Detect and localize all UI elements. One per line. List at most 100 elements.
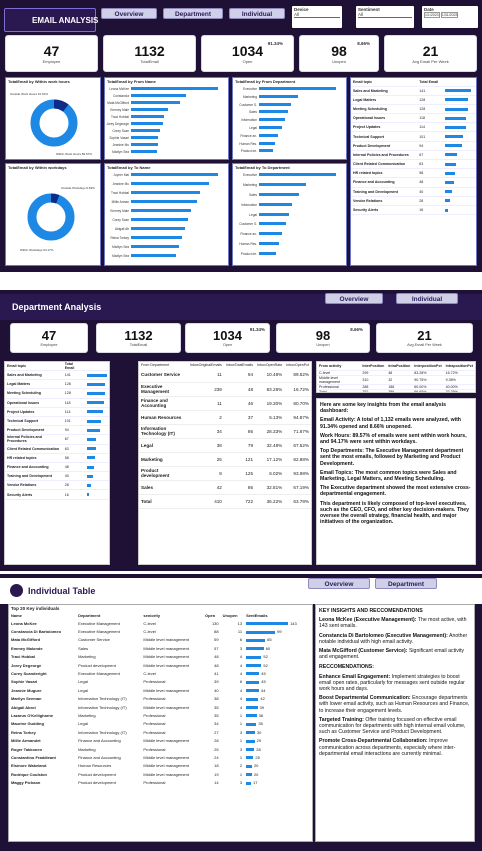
table-row[interactable]: Executive Management 239 48 83.28% 16.72%: [139, 382, 311, 397]
col-header[interactable]: [442, 78, 476, 87]
bar[interactable]: [131, 235, 182, 239]
bar[interactable]: [131, 94, 186, 98]
bar[interactable]: [131, 122, 164, 126]
table-row[interactable]: Constancia Di Bartolomeo Executive Manage…: [9, 627, 312, 635]
table-row[interactable]: Legal 38 79 32.48% 67.52%: [139, 438, 311, 453]
table-row[interactable]: Roger Takkonen Marketing Professional 25 3 28: [9, 745, 312, 753]
table-row[interactable]: Meeting Scheduling 128: [5, 388, 109, 399]
table-row[interactable]: Sophie Vasari Legal Professional 39 6 45: [9, 678, 312, 686]
nav-overview[interactable]: Overview: [308, 578, 370, 589]
table-row[interactable]: Maurine Gudding Legal Professional 34 1 35: [9, 720, 312, 728]
col-header[interactable]: Email topic: [5, 362, 63, 371]
table-row[interactable]: Emmey Malonde Sales Middle level managemen…: [9, 644, 312, 652]
bar[interactable]: [131, 136, 159, 140]
bar[interactable]: [131, 226, 185, 230]
table-row[interactable]: Marilyn Seeman Information Technology (IT…: [9, 695, 312, 703]
table-row[interactable]: Product development 8 125 6.02% 93.98%: [139, 466, 311, 481]
bar[interactable]: [259, 182, 306, 186]
date-to[interactable]: 1/31/2023: [440, 12, 459, 18]
bar[interactable]: [259, 242, 280, 246]
bar[interactable]: [259, 192, 300, 196]
bar[interactable]: [259, 202, 293, 206]
col-header[interactable]: SentEmails: [246, 613, 268, 618]
table-row[interactable]: Finance and Accounting 48: [351, 177, 476, 188]
table-row[interactable]: Customer Service 11 94 10.48% 89.52%: [139, 368, 311, 383]
bar[interactable]: [259, 94, 298, 98]
table-row[interactable]: Middle level management 310 32 90.75% 9.38%: [317, 375, 475, 385]
table-row[interactable]: Internal Policies and Procedures 67: [5, 434, 109, 445]
nav-individual[interactable]: Individual: [229, 8, 285, 19]
table-row[interactable]: Traci Hobbal Marketing Middle level manage…: [9, 653, 312, 661]
bar[interactable]: [131, 150, 157, 154]
table-row[interactable]: Technical Support 101: [351, 131, 476, 142]
bar[interactable]: [131, 87, 218, 90]
date-from[interactable]: 1/1/2023: [424, 12, 440, 18]
col-header[interactable]: Unopen: [222, 613, 238, 618]
table-row[interactable]: Elsinore Wakeland Human Resources Middle l…: [9, 762, 312, 770]
bar[interactable]: [131, 129, 161, 133]
table-row[interactable]: Jeannie Mugure Legal Middle level manageme…: [9, 686, 312, 694]
table-row[interactable]: C-level 299 48 83.28% 16.72%: [317, 370, 475, 376]
table-row[interactable]: Constantino Fraddleant Finance and Accoun…: [9, 753, 312, 761]
table-row[interactable]: Leona McKee Executive Management C-level 13…: [9, 619, 312, 627]
table-row[interactable]: Corey Scanderight Executive Management C-l…: [9, 669, 312, 677]
bar[interactable]: [131, 101, 180, 105]
col-header[interactable]: InboxOpenRate: [257, 363, 283, 367]
nav-overview[interactable]: Overview: [101, 8, 157, 19]
col-header[interactable]: From Department: [141, 363, 170, 367]
device-slicer[interactable]: Device All: [292, 6, 342, 28]
table-row[interactable]: Training and Development 40: [351, 187, 476, 197]
table-row[interactable]: Reina Torkey Information Technology (IT) P…: [9, 728, 312, 736]
bar[interactable]: [131, 115, 165, 119]
nav-overview[interactable]: Overview: [325, 293, 383, 304]
col-header[interactable]: Total Email: [417, 78, 443, 87]
table-row[interactable]: Maggy Pichaon Product development Professi…: [9, 778, 312, 786]
table-row[interactable]: Internal Policies and Procedures 67: [351, 150, 476, 161]
table-row[interactable]: Legal Matters 128: [5, 379, 109, 390]
col-header[interactable]: From activity: [317, 362, 361, 371]
table-row[interactable]: HR related topics 58: [351, 168, 476, 179]
bar[interactable]: [259, 222, 286, 226]
col-header[interactable]: InboxOriginalEmails: [189, 363, 222, 367]
nav-individual[interactable]: Individual: [396, 293, 458, 304]
bar[interactable]: [131, 108, 168, 112]
col-header[interactable]: Open: [204, 613, 216, 618]
bar[interactable]: [131, 244, 179, 248]
table-row[interactable]: Product Development 94: [5, 425, 109, 436]
bar[interactable]: [131, 208, 191, 212]
col-header[interactable]: IntraPosition: [386, 362, 413, 371]
col-header[interactable]: InterPosition: [360, 362, 387, 371]
nav-department[interactable]: Department: [163, 8, 223, 19]
table-row[interactable]: Project Updates 114: [5, 407, 109, 417]
table-row[interactable]: Information Technology (IT) 34 86 28.33% 71.…: [139, 424, 311, 439]
table-row[interactable]: Meeting Scheduling 128: [351, 104, 476, 115]
bar[interactable]: [259, 212, 290, 216]
bar[interactable]: [259, 102, 292, 106]
col-header[interactable]: [84, 362, 109, 371]
bar[interactable]: [259, 118, 285, 122]
table-row[interactable]: Client Related Communication 63: [5, 444, 109, 454]
table-row[interactable]: Marketing 25 121 17.12% 82.88%: [139, 452, 311, 467]
table-row[interactable]: Jorey Degeorge Product development Middle …: [9, 661, 312, 669]
col-header[interactable]: InterpositionPct: [412, 362, 444, 371]
table-row[interactable]: Finance and Accounting 11 46 19.30% 80.70%: [139, 396, 311, 411]
bar[interactable]: [131, 253, 176, 257]
table-row[interactable]: Finance and Accounting 48: [5, 462, 109, 473]
bar[interactable]: [259, 252, 276, 256]
bar[interactable]: [259, 133, 279, 137]
table-row[interactable]: Security Alerts 16: [5, 489, 109, 500]
sentiment-slicer[interactable]: Sentiment All: [356, 6, 414, 28]
table-row[interactable]: Training and Development 40: [5, 471, 109, 482]
table-row[interactable]: Rodrique Coulston Product development Midd…: [9, 770, 312, 778]
table-row[interactable]: Operational Issues 118: [351, 113, 476, 124]
bar[interactable]: [131, 217, 188, 221]
bar[interactable]: [259, 110, 288, 114]
table-row[interactable]: Vendor Relations 28: [351, 196, 476, 206]
table-row[interactable]: Sales 42 86 32.81% 67.19%: [139, 480, 311, 495]
table-row[interactable]: Total 752 386 66.65% 33.35%: [317, 389, 475, 392]
col-header[interactable]: Department: [78, 613, 101, 618]
bar[interactable]: [131, 199, 197, 203]
table-row[interactable]: Millie Armandet Finance and Accounting Mid…: [9, 736, 312, 744]
bar[interactable]: [259, 149, 274, 153]
col-header[interactable]: InboxTotalEmails: [225, 363, 254, 367]
